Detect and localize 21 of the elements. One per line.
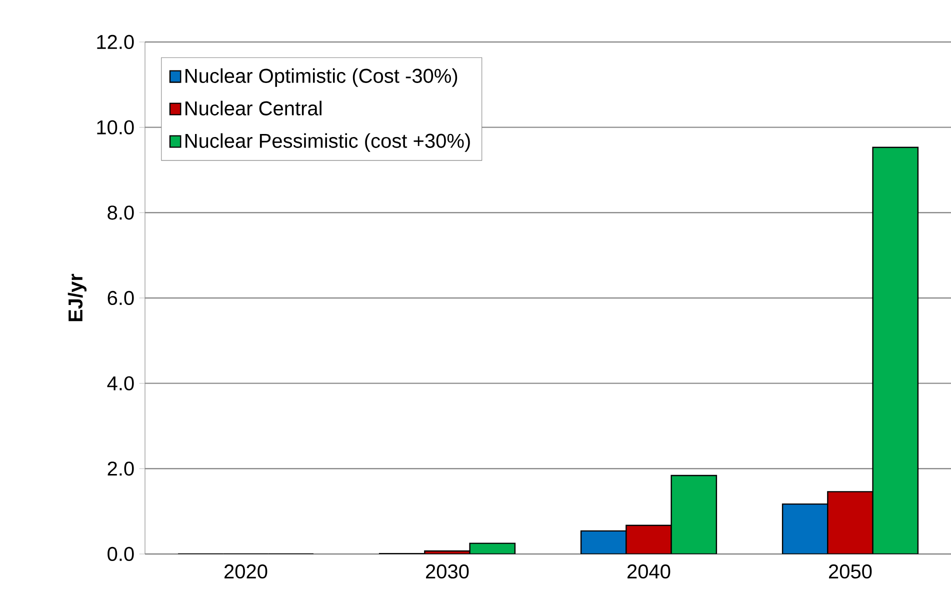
legend-label: Nuclear Pessimistic (cost +30%) [186,133,470,152]
y-tick-label: 0.0 [108,546,134,562]
legend-label: Nuclear Central [186,100,322,116]
y-tick-label: 12.0 [97,34,134,50]
bar [827,491,874,554]
y-tick-label: 6.0 [108,290,134,306]
y-tick-label: 2.0 [108,462,134,476]
bar [670,474,718,554]
x-tick-label: 2040 [628,564,670,579]
x-tick-label: 2050 [829,564,872,579]
y-tick-label: 10.0 [97,120,134,134]
y-tick-label: 8.0 [108,206,134,220]
legend-label: Nuclear Optimistic (Cost -30%) [186,68,458,87]
bar [626,524,672,554]
bar [580,530,627,554]
y-tick-label: 4.0 [107,376,134,390]
y-axis-title: EJ/yr [68,274,87,322]
x-tick-label: 2030 [426,564,469,579]
x-tick-label: 2020 [224,564,268,579]
bar [872,146,919,554]
bar [782,503,828,554]
